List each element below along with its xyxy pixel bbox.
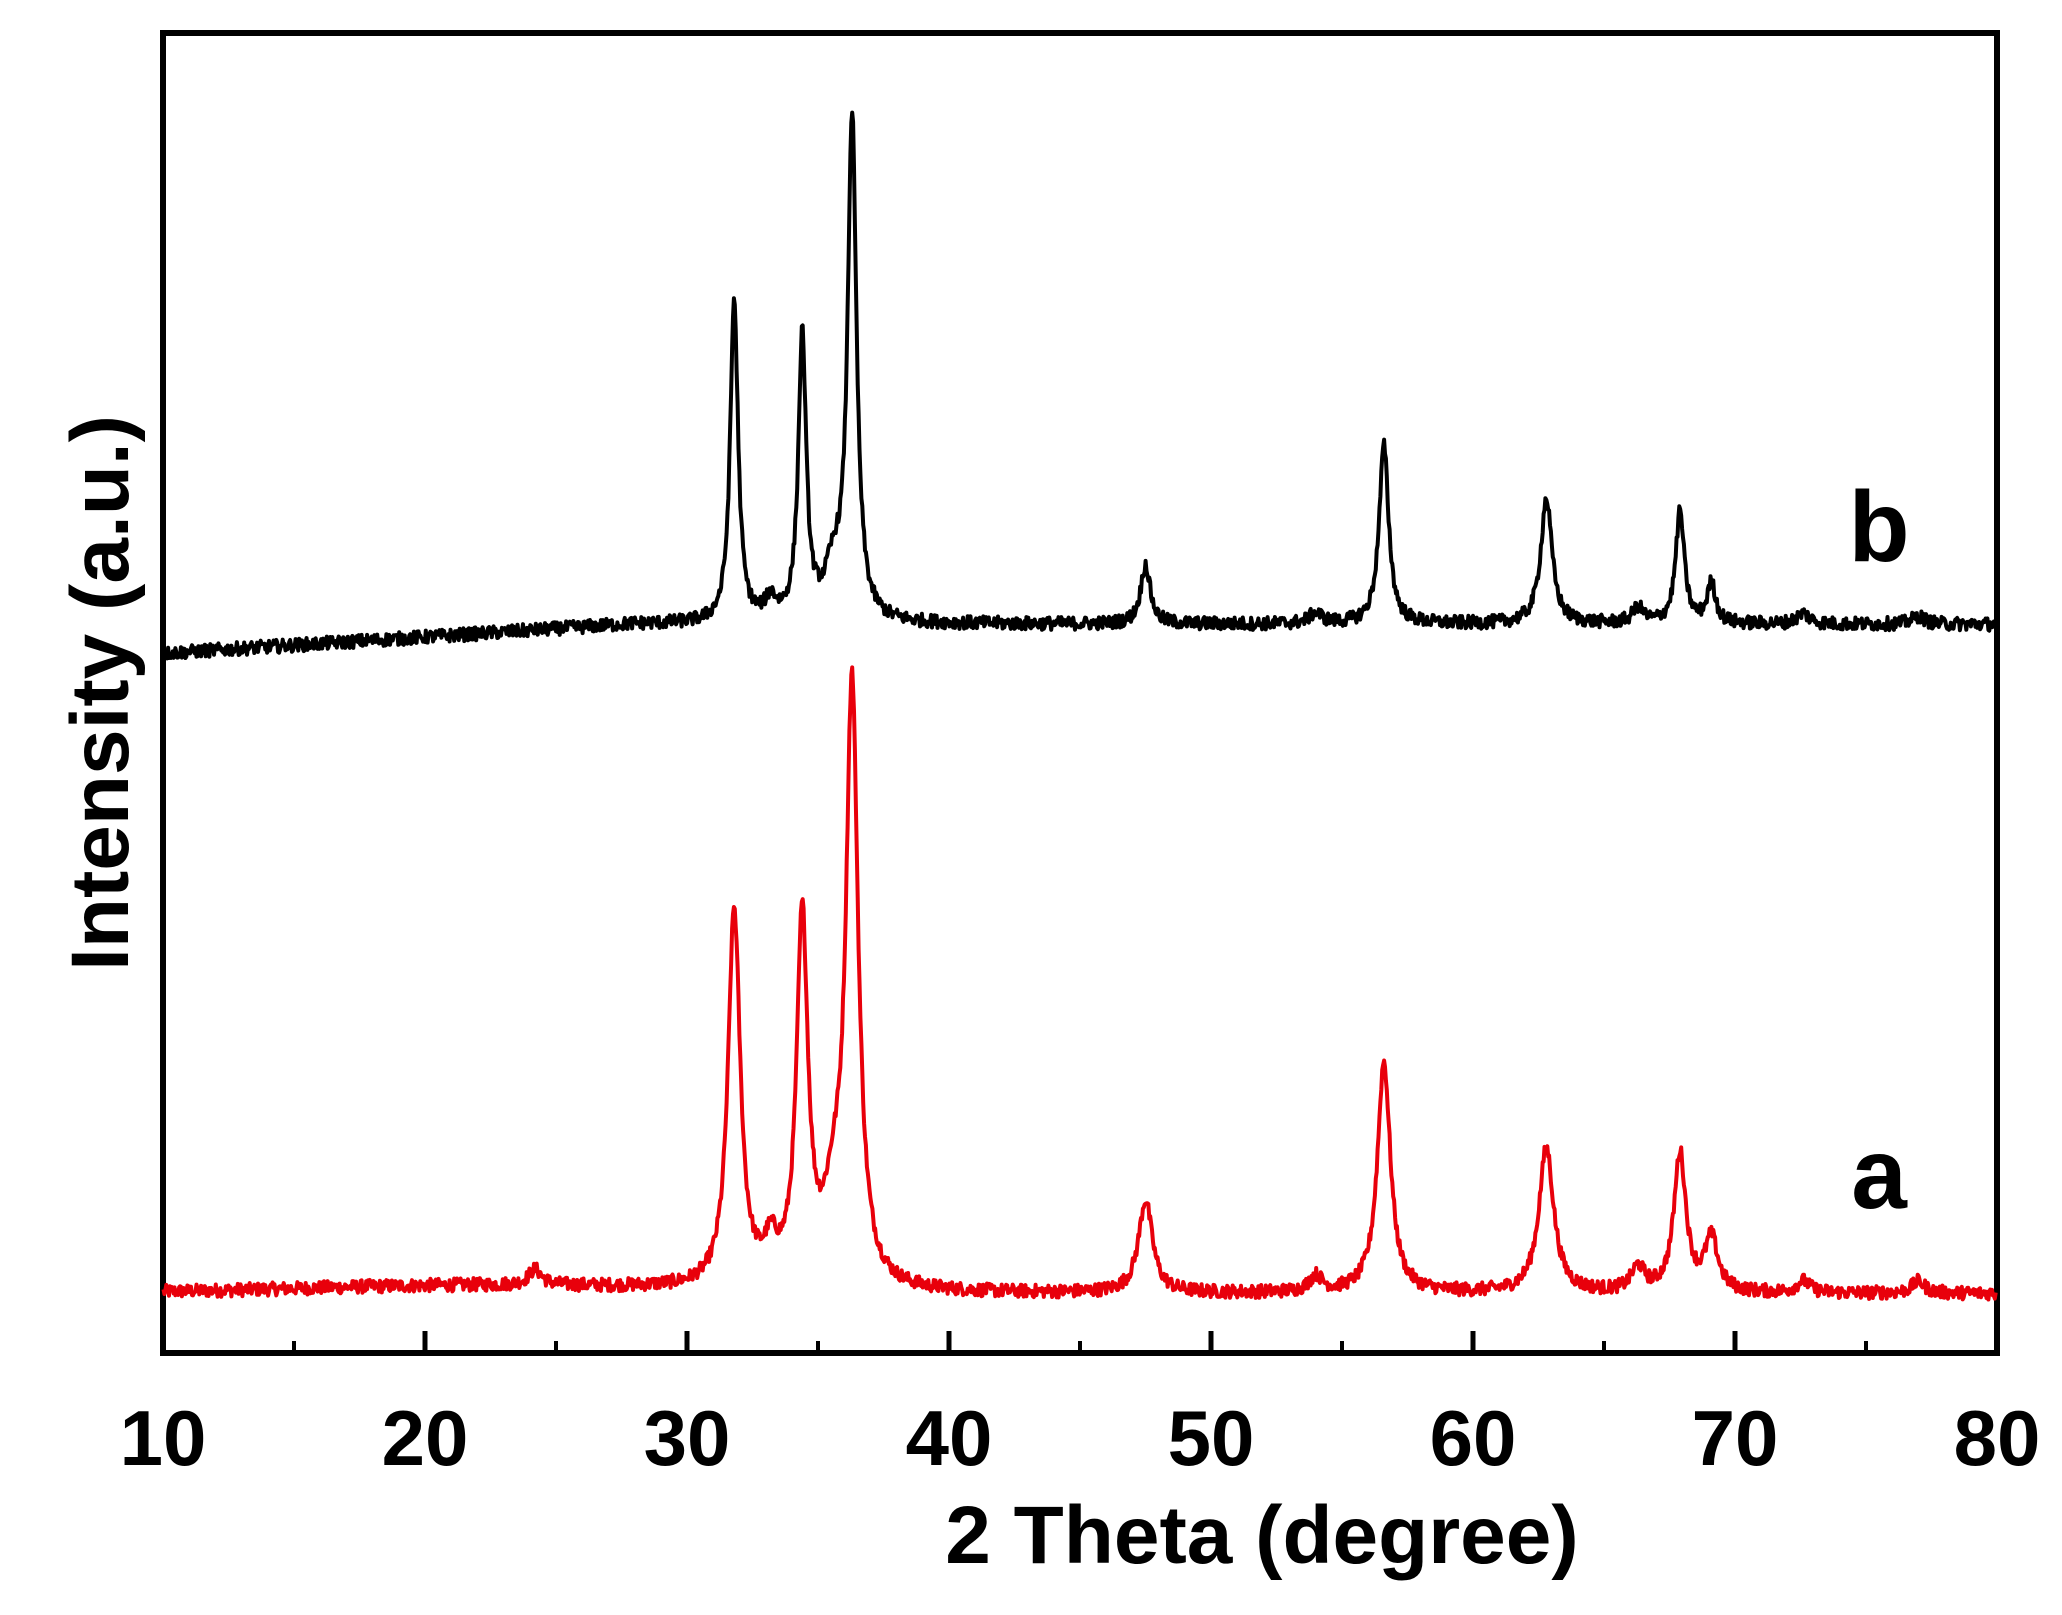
x-tick-labels: 10 20 30 40 50 60 70 80 bbox=[120, 1394, 2041, 1482]
y-axis-label: Intensity (a.u.) bbox=[55, 415, 146, 971]
x-tick-label: 60 bbox=[1430, 1394, 1517, 1482]
x-tick-label: 40 bbox=[906, 1394, 993, 1482]
series-line-a bbox=[161, 665, 1998, 1302]
x-tick-label: 30 bbox=[644, 1394, 731, 1482]
series-label-b: b bbox=[1849, 471, 1910, 583]
x-tick-label: 80 bbox=[1954, 1394, 2041, 1482]
plot-frame bbox=[160, 30, 2000, 1356]
series-layer bbox=[161, 110, 1998, 1302]
plot-area: ba bbox=[160, 30, 2000, 1356]
x-tick-label: 20 bbox=[382, 1394, 469, 1482]
x-tick-label: 10 bbox=[120, 1394, 207, 1482]
x-tick-label: 70 bbox=[1692, 1394, 1779, 1482]
x-axis-label: 2 Theta (degree) bbox=[945, 1490, 1578, 1581]
series-label-a: a bbox=[1851, 1118, 1908, 1230]
x-tick-label: 50 bbox=[1168, 1394, 1255, 1482]
x-axis-ticks bbox=[160, 1331, 2000, 1353]
series-line-b bbox=[161, 110, 1998, 661]
series-labels: ba bbox=[1849, 471, 1910, 1230]
